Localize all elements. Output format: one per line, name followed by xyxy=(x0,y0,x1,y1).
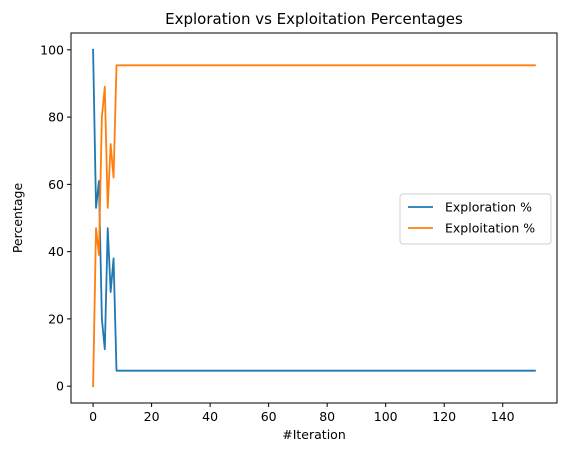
y-tick-label: 60 xyxy=(48,177,64,192)
x-tick-label: 120 xyxy=(432,409,456,424)
y-tick-label: 40 xyxy=(48,244,64,259)
y-axis-title: Percentage xyxy=(10,183,25,254)
x-tick-label: 20 xyxy=(144,409,160,424)
chart-title: Exploration vs Exploitation Percentages xyxy=(165,10,463,28)
y-tick-label: 80 xyxy=(48,110,64,125)
x-tick-label: 80 xyxy=(319,409,335,424)
y-axis: 0 20 40 60 80 100 xyxy=(40,42,71,393)
y-tick-label: 100 xyxy=(40,42,64,57)
x-axis-title: #Iteration xyxy=(282,427,346,442)
y-tick-label: 0 xyxy=(56,379,64,394)
legend-label-exploitation: Exploitation % xyxy=(445,221,535,236)
legend: Exploration % Exploitation % xyxy=(400,194,551,244)
x-axis: 0 20 40 60 80 100 120 140 xyxy=(89,403,515,424)
x-tick-label: 140 xyxy=(491,409,515,424)
x-tick-label: 60 xyxy=(261,409,277,424)
legend-label-exploration: Exploration % xyxy=(445,200,532,215)
y-tick-label: 20 xyxy=(48,311,64,326)
x-tick-label: 0 xyxy=(89,409,97,424)
x-tick-label: 40 xyxy=(202,409,218,424)
x-tick-label: 100 xyxy=(374,409,398,424)
